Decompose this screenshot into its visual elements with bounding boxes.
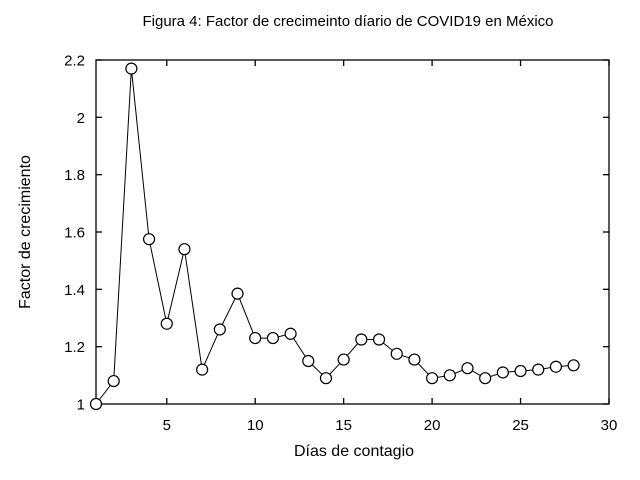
plot-frame xyxy=(95,59,610,405)
data-point-marker xyxy=(302,354,315,368)
y-axis-label: Factor de crecimiento xyxy=(17,155,34,309)
y-tick-label: 1.8 xyxy=(64,167,85,184)
data-point-marker xyxy=(408,353,421,366)
x-axis-label: Días de contagio xyxy=(294,443,414,460)
y-tick-label: 1 xyxy=(77,397,85,414)
x-tick-label: 30 xyxy=(601,417,618,434)
y-tick-label: 1.6 xyxy=(64,225,85,242)
x-tick-label: 15 xyxy=(335,417,352,434)
data-point-marker xyxy=(266,331,279,345)
data-point-marker xyxy=(231,287,244,300)
data-point-marker xyxy=(390,347,403,360)
axis-ticks xyxy=(96,59,610,405)
data-point-marker xyxy=(319,372,333,385)
data-point-marker xyxy=(89,397,103,411)
data-point-marker xyxy=(107,374,120,388)
data-point-marker xyxy=(160,317,173,330)
data-line xyxy=(95,68,574,405)
y-tick-label: 2.2 xyxy=(64,53,85,70)
data-point-marker xyxy=(496,366,509,379)
x-tick-label: 5 xyxy=(163,417,171,434)
data-point-marker xyxy=(567,359,580,372)
x-tick-label: 25 xyxy=(512,417,529,434)
data-point-marker xyxy=(213,323,226,336)
x-tick-label: 10 xyxy=(247,417,264,434)
data-point-marker xyxy=(461,362,474,375)
y-tick-label: 1.2 xyxy=(64,339,85,356)
data-point-marker xyxy=(514,364,527,378)
data-point-marker xyxy=(549,360,563,373)
plot-border xyxy=(95,59,610,405)
y-tick-label: 1.4 xyxy=(64,282,85,299)
data-point-marker xyxy=(249,331,262,345)
x-tick-label: 20 xyxy=(424,417,441,434)
y-tick-label: 2 xyxy=(77,110,85,127)
data-point-marker xyxy=(372,333,386,346)
data-point-marker xyxy=(284,327,297,340)
data-point-marker xyxy=(532,363,545,376)
data-point-marker xyxy=(125,62,138,75)
data-point-marker xyxy=(196,363,209,376)
data-point-marker xyxy=(355,333,368,346)
tick-labels: 5 10 15 20 25 30 1 1.2 1.4 1.6 1.8 2 2.2 xyxy=(64,53,617,435)
data-point-marker xyxy=(337,353,350,366)
data-series xyxy=(89,62,580,411)
data-point-marker xyxy=(426,372,439,385)
chart-title: Figura 4: Factor de crecimeinto díario d… xyxy=(142,13,553,30)
data-point-marker xyxy=(443,369,456,382)
data-point-marker xyxy=(178,243,191,256)
data-point-marker xyxy=(479,372,492,385)
data-point-marker xyxy=(142,233,156,246)
